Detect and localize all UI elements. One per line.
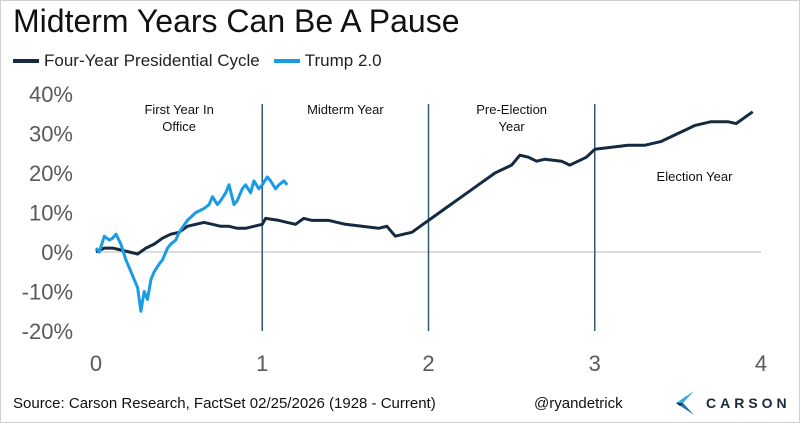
period-annotation: Office (162, 119, 196, 134)
carson-logo: CARSON (674, 391, 791, 415)
source-note: Source: Carson Research, FactSet 02/25/2… (13, 395, 436, 412)
y-tick-label: 0% (41, 240, 73, 265)
period-annotation: Pre-Election (476, 102, 547, 117)
x-tick-label: 3 (589, 351, 601, 376)
legend-item-trump: Trump 2.0 (273, 51, 382, 71)
y-tick-label: -20% (22, 319, 73, 344)
period-annotation: Midterm Year (307, 102, 384, 117)
y-tick-label: 40% (29, 82, 73, 107)
carson-logo-text: CARSON (706, 395, 791, 411)
series-line-cycle (95, 110, 754, 256)
y-tick-label: -10% (22, 280, 73, 305)
x-tick-label: 0 (90, 351, 102, 376)
series-line-trump (94, 175, 289, 313)
y-tick-label: 20% (29, 161, 73, 186)
legend: Four-Year Presidential Cycle Trump 2.0 (13, 51, 382, 71)
legend-label-cycle: Four-Year Presidential Cycle (44, 51, 260, 70)
period-annotation: Election Year (657, 169, 734, 184)
y-tick-label: 10% (29, 201, 73, 226)
x-tick-label: 1 (256, 351, 268, 376)
legend-swatch-cycle (13, 59, 39, 63)
period-annotation: Year (498, 119, 525, 134)
y-tick-label: 30% (29, 122, 73, 147)
carson-logo-icon (676, 391, 694, 415)
legend-item-cycle: Four-Year Presidential Cycle (13, 51, 260, 71)
x-tick-label: 2 (422, 351, 434, 376)
legend-swatch-trump (273, 59, 300, 63)
author-handle: @ryandetrick (534, 395, 623, 412)
chart-title: Midterm Years Can Be A Pause (13, 3, 460, 39)
period-annotation: First Year In (144, 102, 213, 117)
x-tick-label: 4 (755, 351, 767, 376)
legend-label-trump: Trump 2.0 (304, 51, 382, 70)
